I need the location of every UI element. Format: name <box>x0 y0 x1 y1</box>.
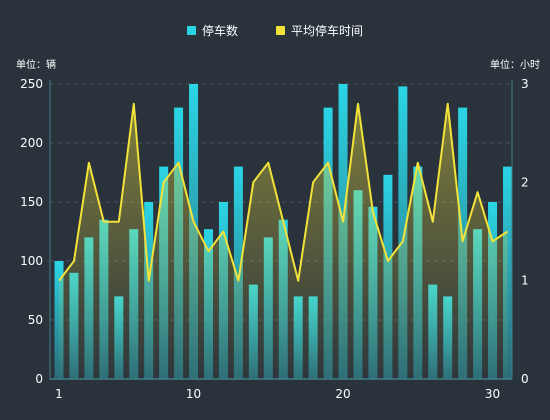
line-series <box>58 102 509 282</box>
y-left-tick-label: 50 <box>28 313 43 327</box>
left-axis-unit: 单位：辆 <box>16 60 56 71</box>
y-right-tick-label: 0 <box>521 372 529 386</box>
right-axis-unit: 单位：小时 <box>490 60 540 71</box>
x-tick-label: 20 <box>335 387 350 401</box>
bar <box>233 166 243 379</box>
legend-swatch-line <box>276 26 285 35</box>
y-right-tick-label: 2 <box>521 175 529 189</box>
y-left-tick-label: 250 <box>20 77 43 91</box>
bar <box>398 86 408 380</box>
legend: 停车数 平均停车时间 <box>0 22 550 39</box>
legend-label-bar: 停车数 <box>201 24 238 38</box>
legend-label-line: 平均停车时间 <box>291 24 364 38</box>
y-left-tick-label: 100 <box>20 254 43 268</box>
y-left-tick-label: 0 <box>35 372 43 386</box>
x-tick-label: 10 <box>186 387 201 401</box>
x-tick-label: 1 <box>55 387 63 401</box>
y-right-tick-label: 3 <box>521 77 529 91</box>
legend-swatch-bar <box>186 26 196 35</box>
x-tick-label: 30 <box>485 387 500 401</box>
y-left-tick-label: 150 <box>20 195 43 209</box>
legend-item-line[interactable]: 平均停车时间 <box>276 22 363 39</box>
line-area <box>59 103 508 379</box>
legend-item-bar[interactable]: 停车数 <box>186 22 238 39</box>
y-right-tick-label: 1 <box>521 274 529 288</box>
y-left-tick-label: 200 <box>20 136 43 150</box>
